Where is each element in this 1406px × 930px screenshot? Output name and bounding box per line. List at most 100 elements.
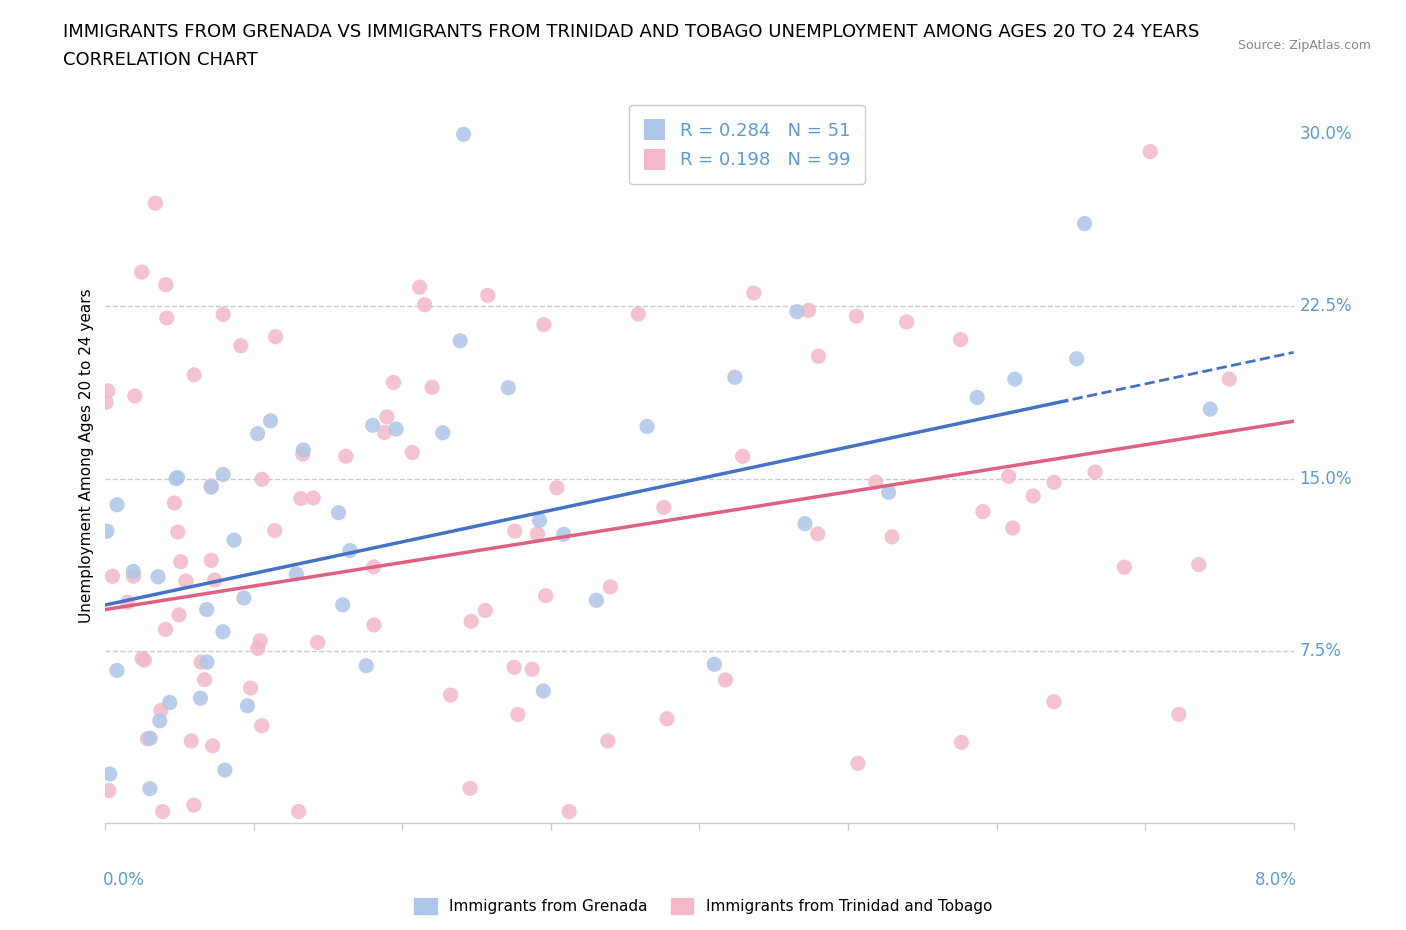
Point	[156, 311, 179, 325]
Point	[180, 734, 202, 749]
Point	[101, 569, 124, 584]
Point	[401, 445, 423, 460]
Point	[139, 731, 162, 746]
Point	[627, 307, 650, 322]
Point	[460, 614, 482, 629]
Point	[877, 485, 900, 499]
Point	[1073, 216, 1095, 231]
Point	[97, 383, 120, 398]
Point	[122, 568, 145, 583]
Point	[263, 523, 285, 538]
Point	[1114, 560, 1136, 575]
Point	[1001, 521, 1024, 536]
Legend: Immigrants from Grenada, Immigrants from Trinidad and Tobago: Immigrants from Grenada, Immigrants from…	[408, 892, 998, 921]
Point	[1139, 144, 1161, 159]
Point	[194, 672, 217, 687]
Point	[302, 490, 325, 505]
Point	[742, 286, 765, 300]
Point	[307, 635, 329, 650]
Point	[165, 472, 187, 486]
Point	[1004, 372, 1026, 387]
Point	[786, 304, 808, 319]
Point	[724, 370, 747, 385]
Point	[474, 603, 496, 618]
Point	[117, 595, 139, 610]
Point	[96, 524, 118, 538]
Point	[845, 309, 868, 324]
Point	[264, 329, 287, 344]
Text: 0.0%: 0.0%	[103, 870, 145, 889]
Point	[246, 641, 269, 656]
Point	[558, 804, 581, 819]
Point	[139, 781, 162, 796]
Point	[526, 526, 548, 541]
Point	[166, 470, 188, 485]
Point	[439, 687, 461, 702]
Point	[131, 265, 153, 280]
Point	[285, 566, 308, 581]
Point	[155, 622, 177, 637]
Point	[714, 672, 737, 687]
Point	[124, 389, 146, 404]
Point	[807, 349, 830, 364]
Point	[655, 711, 678, 726]
Point	[534, 589, 557, 604]
Point	[174, 574, 197, 589]
Point	[361, 418, 384, 432]
Point	[703, 657, 725, 671]
Point	[146, 569, 169, 584]
Point	[807, 526, 830, 541]
Text: IMMIGRANTS FROM GRENADA VS IMMIGRANTS FROM TRINIDAD AND TOBAGO UNEMPLOYMENT AMON: IMMIGRANTS FROM GRENADA VS IMMIGRANTS FR…	[63, 23, 1199, 41]
Point	[214, 763, 236, 777]
Point	[363, 618, 385, 632]
Point	[553, 527, 575, 542]
Point	[195, 602, 218, 617]
Point	[1218, 372, 1240, 387]
Point	[290, 491, 312, 506]
Point	[413, 298, 436, 312]
Point	[1199, 402, 1222, 417]
Point	[292, 443, 315, 458]
Point	[166, 525, 188, 539]
Point	[529, 512, 551, 527]
Point	[1188, 557, 1211, 572]
Point	[212, 307, 235, 322]
Point	[385, 421, 408, 436]
Text: 8.0%: 8.0%	[1256, 870, 1298, 889]
Point	[200, 478, 222, 493]
Point	[339, 543, 361, 558]
Point	[794, 516, 817, 531]
Point	[335, 449, 357, 464]
Point	[259, 414, 281, 429]
Point	[432, 425, 454, 440]
Point	[520, 662, 543, 677]
Point	[212, 624, 235, 639]
Point	[105, 498, 128, 512]
Text: 22.5%: 22.5%	[1299, 298, 1353, 315]
Point	[183, 798, 205, 813]
Point	[950, 735, 973, 750]
Point	[546, 480, 568, 495]
Point	[498, 380, 520, 395]
Point	[163, 496, 186, 511]
Point	[1167, 707, 1189, 722]
Point	[332, 597, 354, 612]
Point	[966, 390, 988, 405]
Point	[846, 756, 869, 771]
Point	[200, 480, 222, 495]
Point	[190, 655, 212, 670]
Point	[585, 592, 607, 607]
Text: CORRELATION CHART: CORRELATION CHART	[63, 51, 259, 69]
Point	[291, 446, 314, 461]
Point	[731, 449, 754, 464]
Point	[636, 419, 658, 434]
Text: 30.0%: 30.0%	[1299, 126, 1353, 143]
Point	[159, 695, 181, 710]
Point	[167, 607, 190, 622]
Point	[201, 738, 224, 753]
Point	[134, 653, 156, 668]
Point	[503, 524, 526, 538]
Point	[1043, 695, 1066, 710]
Point	[375, 409, 398, 424]
Point	[506, 707, 529, 722]
